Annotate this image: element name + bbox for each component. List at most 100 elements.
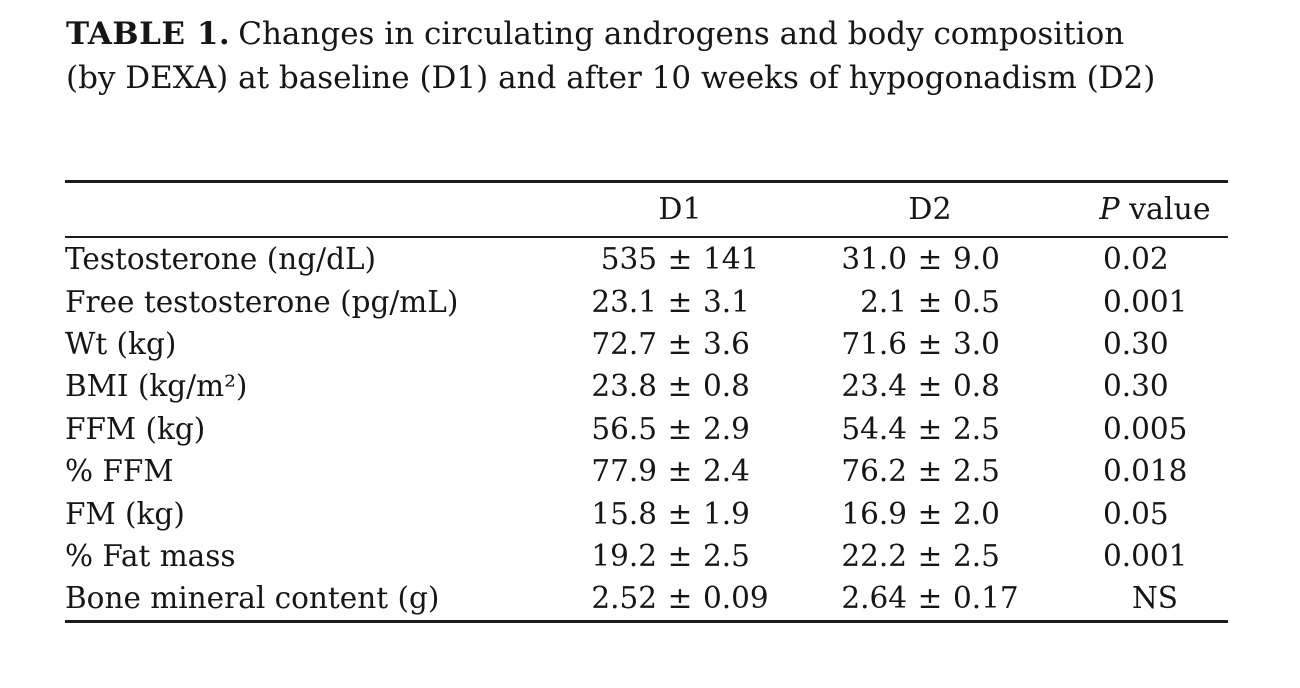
row-label: FFM (kg) [65, 411, 206, 446]
table-body: Testosterone (ng/dL) 535 ±141 31.0 ±9.0 0.… [65, 238, 1228, 620]
table-row: Bone mineral content (g) 2.52 ±0.09 2.64 ±… [65, 577, 1228, 619]
header-d2: D2 [908, 192, 952, 227]
d2-mean: 76.2 [841, 454, 907, 489]
d2-value: 76.2 ±2.5 [812, 454, 1048, 488]
table-row: FFM (kg) 56.5 ±2.9 54.4 ±2.5 0.005 [65, 408, 1228, 450]
d1-mean: 535 [600, 242, 657, 277]
d1-value: 535 ±141 [562, 242, 798, 276]
d1-mean: 23.8 [591, 369, 657, 404]
d1-plus-minus: ± [667, 242, 693, 277]
d1-plus-minus: ± [667, 411, 693, 446]
data-table: D1 D2 P value Testosterone (ng/dL) 535 ±1… [65, 180, 1228, 623]
p-value: 0.001 [1103, 538, 1188, 573]
p-value: 0.005 [1103, 411, 1188, 446]
row-label: % Fat mass [65, 538, 236, 573]
d2-sd: 0.5 [953, 284, 1000, 319]
d1-plus-minus: ± [667, 496, 693, 531]
d1-mean: 19.2 [591, 538, 657, 573]
d2-sd: 2.5 [953, 411, 1000, 446]
d2-mean: 31.0 [841, 242, 907, 277]
d1-sd: 3.1 [703, 284, 750, 319]
table-row: Testosterone (ng/dL) 535 ±141 31.0 ±9.0 0.… [65, 238, 1228, 280]
d2-mean: 23.4 [841, 369, 907, 404]
d2-sd: 3.0 [953, 326, 1000, 361]
p-value: 0.05 [1103, 496, 1169, 531]
d2-value: 16.9 ±2.0 [812, 497, 1048, 531]
table-rule-top [65, 180, 1228, 183]
d1-value: 77.9 ±2.4 [562, 454, 798, 488]
d1-value: 72.7 ±3.6 [562, 327, 798, 361]
table-row: Wt (kg) 72.7 ±3.6 71.6 ±3.0 0.30 [65, 323, 1228, 365]
d2-value: 71.6 ±3.0 [812, 327, 1048, 361]
row-label: % FFM [65, 454, 174, 489]
d2-mean: 2.1 [860, 284, 907, 319]
d1-value: 15.8 ±1.9 [562, 497, 798, 531]
d2-mean: 54.4 [841, 411, 907, 446]
d1-sd: 1.9 [703, 496, 750, 531]
row-label: Wt (kg) [65, 326, 177, 361]
table-row: BMI (kg/m²) 23.8 ±0.8 23.4 ±0.8 0.30 [65, 365, 1228, 407]
d2-sd: 2.0 [953, 496, 1000, 531]
d2-plus-minus: ± [917, 496, 943, 531]
d1-value: 23.1 ±3.1 [562, 285, 798, 319]
d2-sd: 9.0 [953, 242, 1000, 277]
d2-plus-minus: ± [917, 581, 943, 616]
header-p-value: P value [1082, 192, 1228, 227]
header-p-value-symbol: P [1099, 192, 1120, 227]
d1-mean: 77.9 [591, 454, 657, 489]
d1-sd: 0.8 [703, 369, 750, 404]
table-row: % FFM 77.9 ±2.4 76.2 ±2.5 0.018 [65, 450, 1228, 492]
d2-value: 2.64 ±0.17 [812, 581, 1048, 615]
d1-plus-minus: ± [667, 454, 693, 489]
header-d1: D1 [658, 192, 702, 227]
d2-value: 22.2 ±2.5 [812, 539, 1048, 573]
d1-value: 19.2 ±2.5 [562, 539, 798, 573]
d2-sd: 0.17 [953, 581, 1019, 616]
d1-sd: 0.09 [703, 581, 769, 616]
d1-mean: 72.7 [591, 326, 657, 361]
d1-value: 23.8 ±0.8 [562, 369, 798, 403]
d1-mean: 2.52 [591, 581, 657, 616]
d2-plus-minus: ± [917, 242, 943, 277]
d1-sd: 141 [703, 242, 760, 277]
d2-mean: 2.64 [841, 581, 907, 616]
table-caption: TABLE 1. Changes in circulating androgens… [66, 12, 1161, 100]
d1-sd: 2.5 [703, 538, 750, 573]
d2-plus-minus: ± [917, 284, 943, 319]
row-label: BMI (kg/m²) [65, 369, 248, 404]
d2-plus-minus: ± [917, 538, 943, 573]
p-value: 0.30 [1103, 369, 1169, 404]
d2-value: 54.4 ±2.5 [812, 412, 1048, 446]
d1-mean: 23.1 [591, 284, 657, 319]
d1-mean: 56.5 [591, 411, 657, 446]
d1-plus-minus: ± [667, 538, 693, 573]
d2-plus-minus: ± [917, 326, 943, 361]
row-label: Bone mineral content (g) [65, 581, 440, 616]
d2-mean: 71.6 [841, 326, 907, 361]
p-value: NS [1131, 581, 1179, 616]
p-value: 0.30 [1103, 326, 1169, 361]
row-label: Testosterone (ng/dL) [65, 242, 377, 277]
d1-plus-minus: ± [667, 326, 693, 361]
d2-value: 31.0 ±9.0 [812, 242, 1048, 276]
row-label: Free testosterone (pg/mL) [65, 284, 459, 319]
table-row: % Fat mass 19.2 ±2.5 22.2 ±2.5 0.001 [65, 535, 1228, 577]
d2-value: 2.1 ±0.5 [812, 285, 1048, 319]
table-caption-text: Changes in circulating androgens and bod… [66, 16, 1156, 96]
d2-plus-minus: ± [917, 369, 943, 404]
d1-sd: 3.6 [703, 326, 750, 361]
d1-plus-minus: ± [667, 284, 693, 319]
d2-mean: 22.2 [841, 538, 907, 573]
d2-sd: 2.5 [953, 454, 1000, 489]
d2-plus-minus: ± [917, 454, 943, 489]
d2-sd: 2.5 [953, 538, 1000, 573]
table-rule-bottom [65, 619, 1228, 623]
p-value: 0.018 [1103, 454, 1188, 489]
d1-value: 56.5 ±2.9 [562, 412, 798, 446]
p-value: 0.001 [1103, 284, 1188, 319]
d2-mean: 16.9 [841, 496, 907, 531]
d1-mean: 15.8 [591, 496, 657, 531]
d2-value: 23.4 ±0.8 [812, 369, 1048, 403]
table-row: Free testosterone (pg/mL) 23.1 ±3.1 2.1 ±0… [65, 280, 1228, 322]
